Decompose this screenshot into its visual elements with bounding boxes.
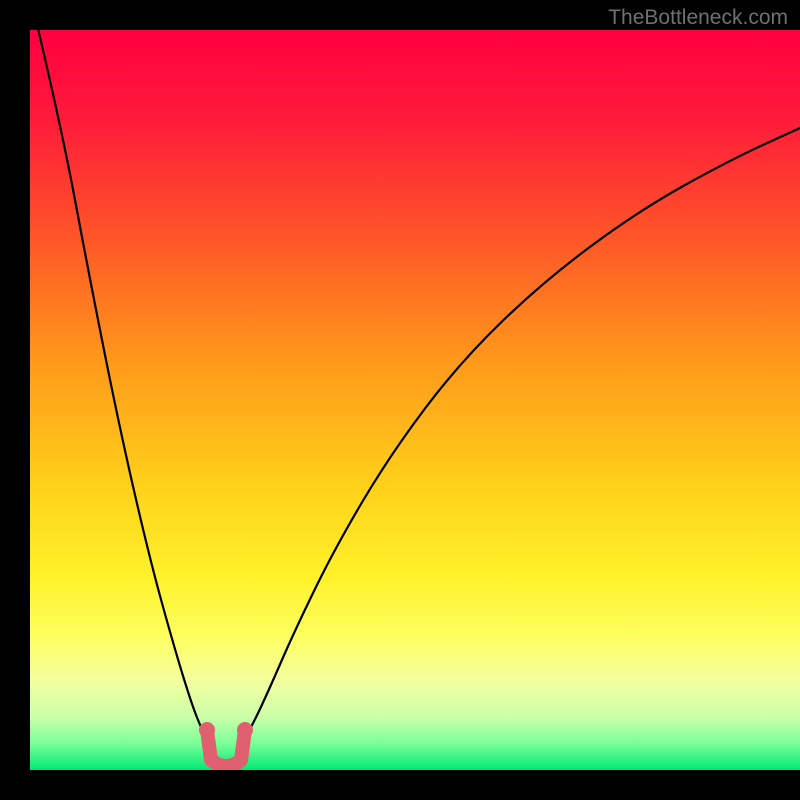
- watermark-text: TheBottleneck.com: [608, 6, 788, 30]
- bottom-u-right-endcap: [237, 722, 253, 738]
- gradient-background: [30, 30, 800, 770]
- chart-stage: TheBottleneck.com: [0, 0, 800, 800]
- bottom-u-left-endcap: [199, 722, 215, 738]
- chart-svg: [0, 0, 800, 800]
